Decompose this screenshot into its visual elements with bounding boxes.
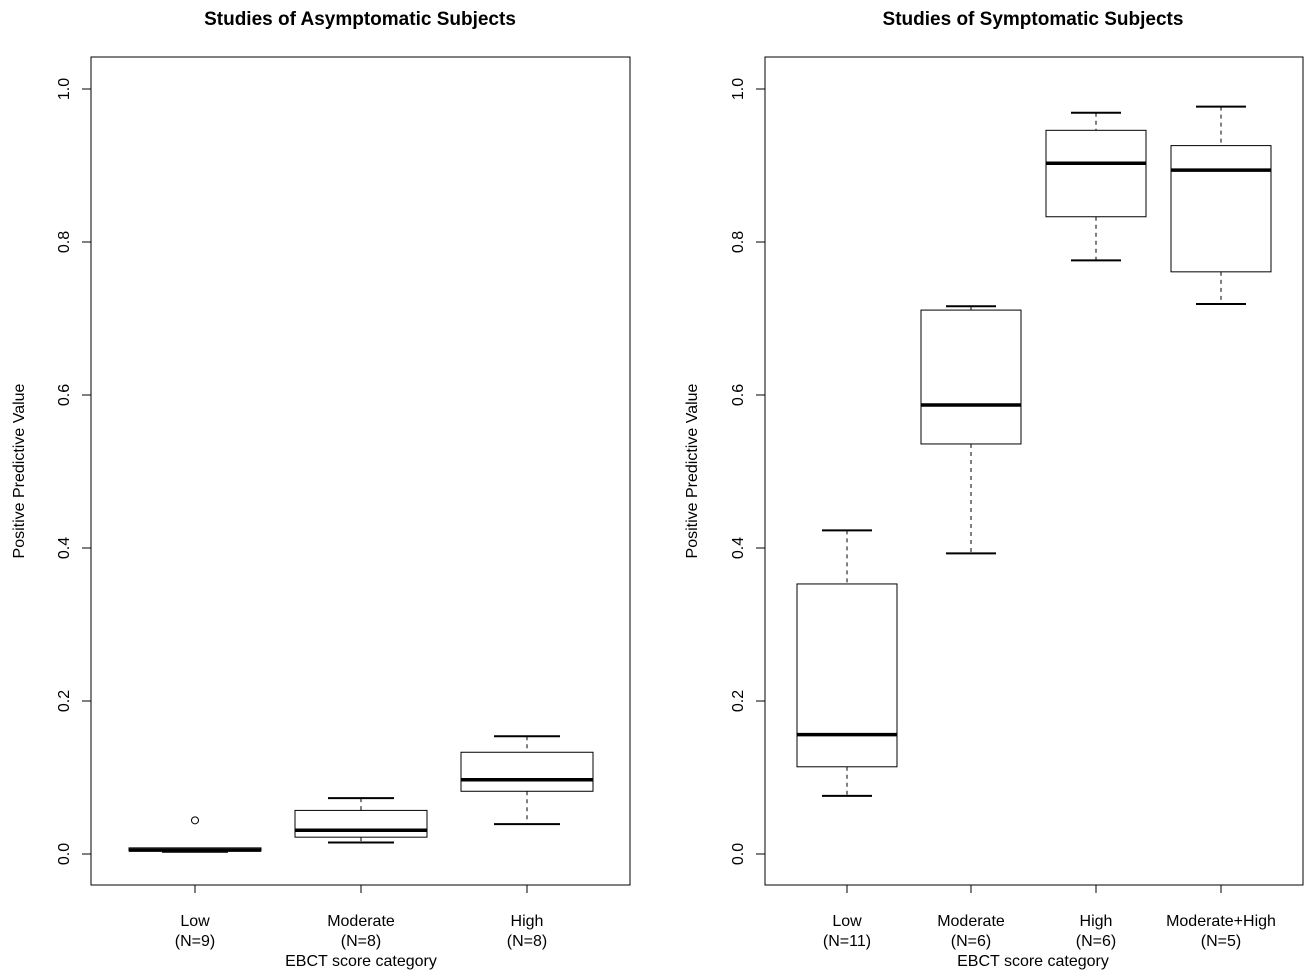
x-tick-count-label: (N=11) <box>823 933 871 950</box>
iqr-box <box>920 309 1022 445</box>
box-moderate <box>920 305 1022 555</box>
x-tick-label: Low <box>180 913 210 930</box>
y-tick-label: 0.6 <box>730 384 747 406</box>
panel-asymptomatic: Studies of Asymptomatic Subjects Positiv… <box>11 9 631 970</box>
x-tick-count-label: (N=5) <box>1201 933 1241 950</box>
iqr-box <box>1170 145 1272 273</box>
y-axis-label: Positive Predictive Value <box>11 383 28 558</box>
box-series <box>128 735 594 853</box>
y-tick-label: 0.8 <box>730 231 747 253</box>
y-tick-label: 0.2 <box>56 690 73 712</box>
box-series <box>796 105 1272 797</box>
x-tick-label: Moderate+High <box>1166 913 1276 930</box>
x-tick-label: High <box>511 913 544 930</box>
x-tick-count-label: (N=6) <box>1076 933 1116 950</box>
iqr-box <box>294 809 428 838</box>
box-moderate <box>294 797 428 844</box>
box-low <box>796 529 898 797</box>
y-tick-label: 0.4 <box>730 537 747 559</box>
y-tick-label: 0.0 <box>730 843 747 865</box>
y-axis: 0.0 0.2 0.4 0.6 0.8 1.0 <box>56 78 92 865</box>
box-moderate-high <box>1170 105 1272 305</box>
x-tick-count-label: (N=9) <box>175 933 215 950</box>
x-tick-label: High <box>1080 913 1113 930</box>
iqr-box <box>460 751 594 792</box>
x-tick-count-label: (N=6) <box>951 933 991 950</box>
box-high <box>1045 111 1147 262</box>
x-tick-label: Low <box>832 913 862 930</box>
chart-title: Studies of Asymptomatic Subjects <box>204 9 516 30</box>
box-high <box>460 735 594 826</box>
x-axis-label: EBCT score category <box>957 953 1109 970</box>
panel-symptomatic: Studies of Symptomatic Subjects Positive… <box>684 9 1304 970</box>
outlier-point <box>191 816 199 825</box>
y-tick-label: 0.2 <box>730 690 747 712</box>
y-tick-label: 1.0 <box>730 78 747 100</box>
box-low <box>128 816 262 853</box>
y-axis-label: Positive Predictive Value <box>684 383 701 558</box>
x-axis-label: EBCT score category <box>285 953 437 970</box>
x-tick-label: Moderate <box>937 913 1005 930</box>
x-tick-label: Moderate <box>327 913 395 930</box>
iqr-box <box>1045 129 1147 218</box>
iqr-box <box>796 583 898 768</box>
y-tick-label: 1.0 <box>56 78 73 100</box>
chart-title: Studies of Symptomatic Subjects <box>883 9 1184 30</box>
y-tick-label: 0.8 <box>56 231 73 253</box>
x-axis: Low (N=11) Moderate (N=6) High (N=6) Moderate+… <box>823 884 1276 950</box>
x-tick-count-label: (N=8) <box>341 933 381 950</box>
y-tick-label: 0.6 <box>56 384 73 406</box>
y-axis: 0.0 0.2 0.4 0.6 0.8 1.0 <box>730 78 766 865</box>
x-axis: Low (N=9) Moderate (N=8) High (N=8) <box>175 884 547 950</box>
y-tick-label: 0.0 <box>56 843 73 865</box>
x-tick-count-label: (N=8) <box>507 933 547 950</box>
y-tick-label: 0.4 <box>56 537 73 559</box>
